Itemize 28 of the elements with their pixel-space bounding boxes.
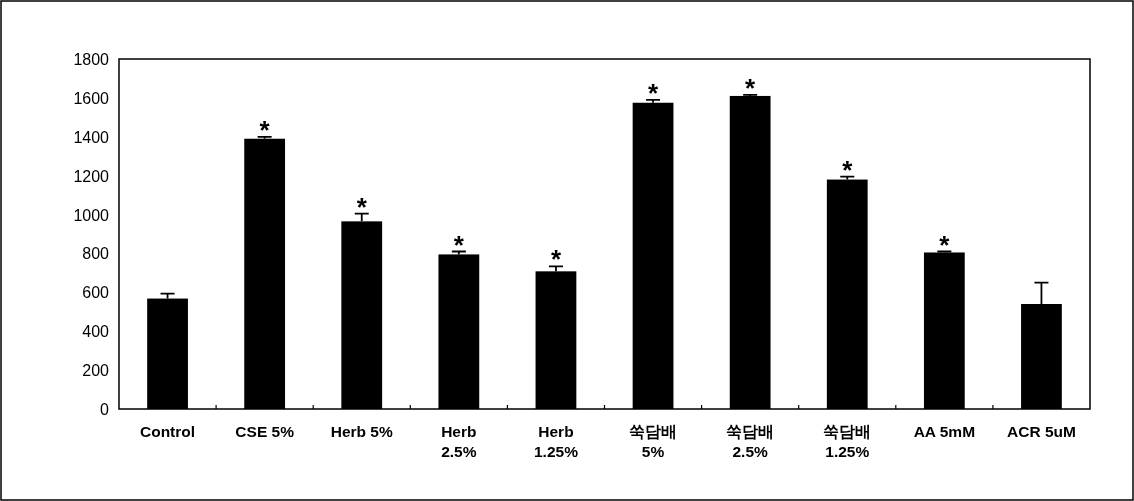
annotation: * [842, 154, 854, 185]
annotation: * [550, 244, 562, 275]
annotation: * [453, 229, 465, 260]
y-tick-label: 200 [82, 362, 110, 380]
x-tick-label: 쑥담배 2.5% [726, 423, 775, 460]
x-tick-label: Herb 1.25% [533, 423, 579, 460]
annotation: * [356, 191, 368, 222]
x-tick-label: Herb 2.5% [441, 423, 477, 460]
x-tick-label: Control [140, 423, 196, 440]
y-tick-label: 1400 [73, 128, 110, 146]
y-tick-label: 0 [100, 401, 110, 418]
y-tick-label: 1000 [73, 206, 110, 224]
x-tick-label: AA 5mM [913, 423, 976, 440]
y-tick-label: 1200 [73, 167, 110, 185]
x-tick-label: 쑥담배 1.25% [823, 423, 872, 460]
annotation: * [647, 77, 659, 108]
y-tick-label: 1800 [73, 51, 110, 68]
annotation: * [745, 72, 757, 103]
y-tick-label: 1600 [73, 89, 110, 107]
annotation: * [939, 229, 951, 260]
y-tick-label: 800 [82, 245, 110, 263]
x-tick-label: Herb 5% [330, 423, 393, 440]
y-tick-label: 400 [82, 323, 110, 341]
y-tick-label: 600 [82, 284, 110, 302]
x-tick-label: 쑥담배 5% [629, 423, 678, 460]
x-tick-label: ACR 5uM [1007, 423, 1076, 440]
x-tick-label: CSE 5% [235, 423, 295, 440]
annotation: * [259, 114, 271, 145]
